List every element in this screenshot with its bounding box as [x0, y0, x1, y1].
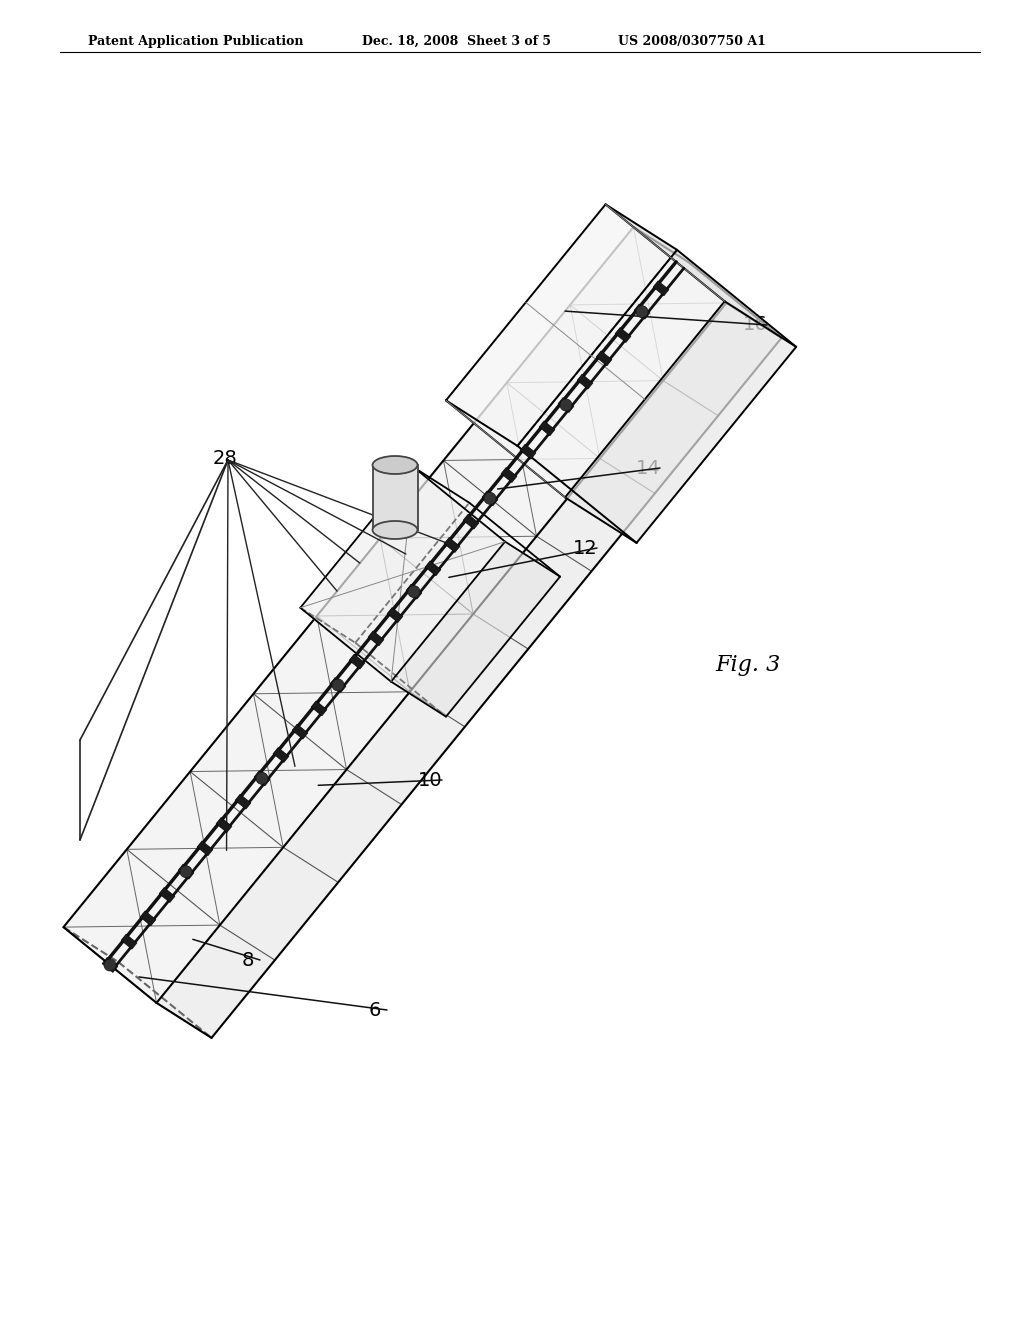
Text: 8: 8: [242, 950, 254, 969]
Polygon shape: [159, 887, 175, 903]
Polygon shape: [368, 631, 384, 645]
Polygon shape: [391, 541, 560, 717]
Text: 14: 14: [636, 458, 660, 478]
Polygon shape: [653, 281, 669, 296]
Polygon shape: [300, 467, 505, 681]
Polygon shape: [482, 491, 498, 506]
Text: 10: 10: [418, 771, 442, 789]
Circle shape: [332, 678, 344, 690]
Text: 6: 6: [369, 1001, 381, 1019]
Polygon shape: [349, 655, 365, 669]
Polygon shape: [446, 205, 725, 498]
Polygon shape: [63, 227, 726, 1003]
Text: 16: 16: [742, 315, 767, 334]
Bar: [373, 465, 418, 531]
Polygon shape: [539, 421, 555, 436]
Circle shape: [256, 772, 268, 784]
Polygon shape: [387, 607, 403, 623]
Polygon shape: [565, 301, 797, 543]
Text: Dec. 18, 2008  Sheet 3 of 5: Dec. 18, 2008 Sheet 3 of 5: [362, 36, 551, 48]
Polygon shape: [605, 205, 797, 347]
Circle shape: [484, 492, 496, 504]
Polygon shape: [407, 585, 422, 599]
Polygon shape: [197, 841, 213, 855]
Circle shape: [408, 586, 420, 598]
Polygon shape: [178, 865, 194, 879]
Polygon shape: [558, 397, 574, 413]
Polygon shape: [634, 304, 650, 319]
Polygon shape: [216, 817, 232, 833]
Polygon shape: [157, 302, 781, 1038]
Text: 28: 28: [213, 449, 238, 467]
Polygon shape: [615, 327, 631, 342]
Polygon shape: [444, 537, 460, 553]
Polygon shape: [425, 561, 441, 576]
Polygon shape: [596, 351, 612, 366]
Polygon shape: [254, 771, 270, 785]
Polygon shape: [292, 725, 308, 739]
Circle shape: [560, 399, 572, 411]
Polygon shape: [236, 795, 251, 809]
Text: Fig. 3: Fig. 3: [715, 653, 780, 676]
Circle shape: [636, 306, 648, 318]
Polygon shape: [140, 911, 156, 925]
Ellipse shape: [373, 455, 418, 474]
Ellipse shape: [373, 521, 418, 539]
Text: US 2008/0307750 A1: US 2008/0307750 A1: [618, 36, 766, 48]
Polygon shape: [520, 444, 536, 459]
Text: Patent Application Publication: Patent Application Publication: [88, 36, 303, 48]
Polygon shape: [273, 747, 289, 763]
Polygon shape: [463, 515, 479, 529]
Circle shape: [180, 866, 193, 878]
Polygon shape: [501, 467, 517, 483]
Polygon shape: [121, 935, 137, 949]
Polygon shape: [102, 957, 118, 973]
Circle shape: [104, 960, 116, 972]
Polygon shape: [311, 701, 327, 715]
Polygon shape: [578, 374, 593, 389]
Polygon shape: [330, 677, 346, 693]
Text: 12: 12: [572, 539, 597, 557]
